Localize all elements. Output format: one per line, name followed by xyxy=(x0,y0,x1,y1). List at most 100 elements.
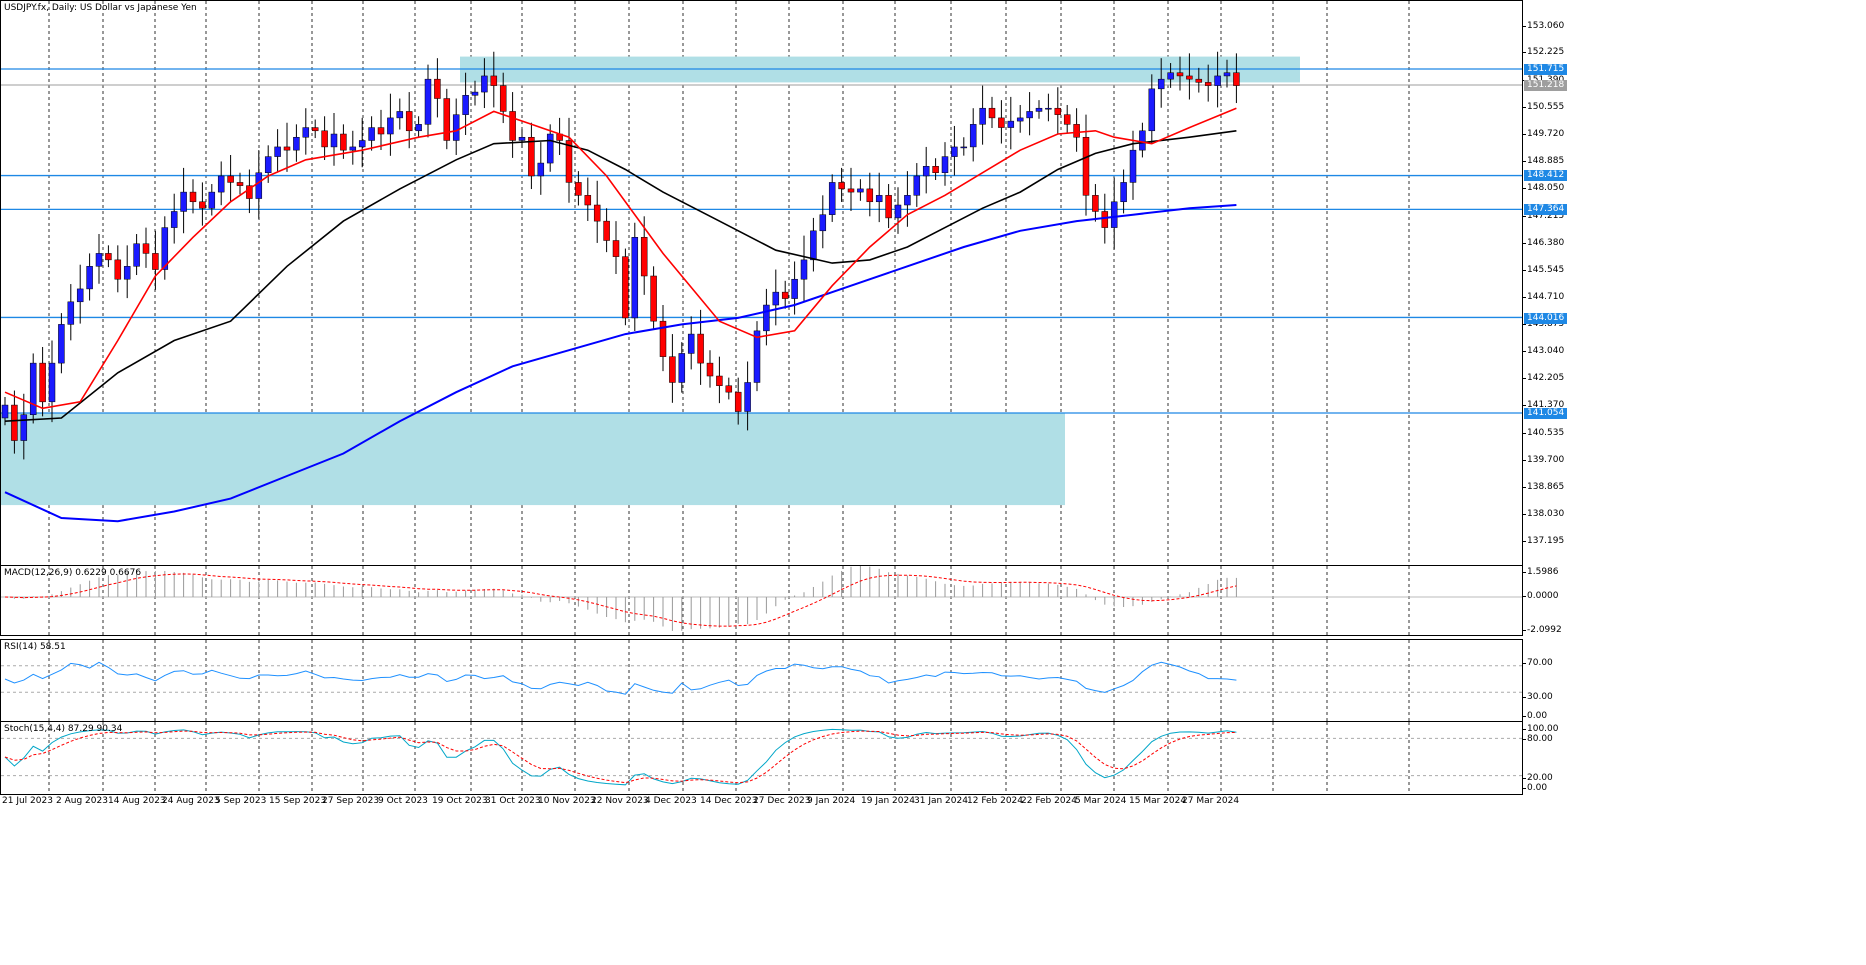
stoch-svg xyxy=(1,722,1522,794)
candle-body xyxy=(246,185,253,199)
level-badge[interactable]: 141.054 xyxy=(1524,408,1568,419)
ma-slow-line xyxy=(4,204,1237,523)
candle-body xyxy=(424,78,432,125)
candle-body xyxy=(593,204,601,222)
macd-tick: 1.5986 xyxy=(1523,567,1559,577)
candle-body xyxy=(960,146,968,149)
candle-body xyxy=(462,95,469,115)
date-label: 15 Mar 2024 xyxy=(1129,796,1187,806)
candle-body xyxy=(490,75,498,86)
candle-body xyxy=(377,127,385,135)
candle-body xyxy=(142,243,150,254)
ma-mid-line xyxy=(4,130,1237,422)
candle-body xyxy=(1073,124,1080,138)
candle-body xyxy=(1233,72,1240,86)
candle-body xyxy=(293,136,300,151)
date-label: 9 Jan 2024 xyxy=(807,796,856,806)
rsi-svg xyxy=(1,640,1522,721)
candle-body xyxy=(537,162,545,177)
candle-body xyxy=(979,107,986,125)
stoch-tick: 100.00 xyxy=(1523,724,1559,734)
date-label: 2 Aug 2023 xyxy=(56,796,108,806)
candle-body xyxy=(48,362,56,403)
candle-body xyxy=(678,353,686,383)
candle-body xyxy=(697,333,704,364)
candle-body xyxy=(387,117,394,135)
candle-body xyxy=(208,191,216,209)
candle-body xyxy=(321,130,328,148)
macd-pane[interactable] xyxy=(0,565,1523,636)
date-label: 22 Feb 2024 xyxy=(1021,796,1078,806)
price-tick: 142.205 xyxy=(1522,373,1565,383)
candle-body xyxy=(330,133,338,148)
stoch-title: Stoch(15,4,4) 87.29 90.34 xyxy=(4,724,123,734)
candle-body xyxy=(302,127,310,138)
macd-tick: 0.0000 xyxy=(1523,591,1559,601)
candle-body xyxy=(800,259,808,280)
candle-body xyxy=(283,146,291,151)
candle-body xyxy=(255,172,263,199)
candle-body xyxy=(904,195,911,206)
price-tick: 141.370 xyxy=(1522,400,1565,410)
date-label: 12 Feb 2024 xyxy=(967,796,1024,806)
rsi-title: RSI(14) 58.51 xyxy=(4,642,66,652)
date-label: 22 Nov 2023 xyxy=(591,796,649,806)
candle-body xyxy=(528,136,535,177)
candle-body xyxy=(114,259,122,280)
candle-body xyxy=(631,237,639,319)
candle-body xyxy=(20,414,28,441)
candle-body xyxy=(29,362,37,415)
candle-body xyxy=(603,220,610,241)
level-badge[interactable]: 147.364 xyxy=(1524,204,1568,215)
candle-body xyxy=(744,382,751,412)
price-pane[interactable] xyxy=(0,0,1523,566)
candle-body xyxy=(274,146,281,157)
candle-body xyxy=(227,175,234,183)
price-tick: 138.865 xyxy=(1522,482,1565,492)
candle-body xyxy=(349,146,357,151)
date-label: 14 Aug 2023 xyxy=(108,796,166,806)
candle-body xyxy=(86,266,93,290)
candle-body xyxy=(612,240,620,257)
ma-fast-line xyxy=(4,107,1237,410)
date-label: 14 Dec 2023 xyxy=(700,796,758,806)
candle-body xyxy=(1016,117,1024,122)
candle-body xyxy=(885,195,892,219)
price-chart-svg xyxy=(1,1,1522,565)
price-tick: 137.195 xyxy=(1522,536,1565,546)
candle-body xyxy=(847,188,855,193)
candle-body xyxy=(518,136,526,141)
candle-body xyxy=(189,191,197,203)
candle-body xyxy=(913,175,921,196)
candle-body xyxy=(396,111,404,119)
candle-body xyxy=(415,124,422,132)
candle-body xyxy=(932,166,939,173)
rsi-pane[interactable] xyxy=(0,639,1523,722)
candle-body xyxy=(828,182,836,215)
candle-body xyxy=(941,156,949,173)
candle-body xyxy=(687,333,695,354)
price-tick: 146.380 xyxy=(1522,238,1565,248)
price-tick: 149.720 xyxy=(1522,129,1565,139)
macd-signal-line xyxy=(4,573,1237,627)
candle-body xyxy=(575,182,582,196)
candle-body xyxy=(734,391,742,412)
stoch-pane[interactable] xyxy=(0,721,1523,795)
candle-body xyxy=(640,237,648,277)
level-badge[interactable]: 144.016 xyxy=(1524,313,1568,324)
candle-body xyxy=(39,362,46,403)
date-label: 10 Nov 2023 xyxy=(538,796,596,806)
date-label: 21 Jul 2023 xyxy=(2,796,53,806)
candle-body xyxy=(1120,182,1127,203)
candle-body xyxy=(1129,149,1137,183)
candle-body xyxy=(170,211,178,228)
date-label: 4 Dec 2023 xyxy=(645,796,697,806)
candle-body xyxy=(988,107,996,119)
level-badge[interactable]: 148.412 xyxy=(1524,170,1568,181)
stoch-tick: 0.00 xyxy=(1522,783,1548,793)
price-tick: 153.060 xyxy=(1522,21,1565,31)
candle-body xyxy=(838,182,845,190)
candle-body xyxy=(1101,211,1109,228)
level-badge[interactable]: 151.715 xyxy=(1524,64,1568,75)
candle-body xyxy=(998,117,1005,128)
